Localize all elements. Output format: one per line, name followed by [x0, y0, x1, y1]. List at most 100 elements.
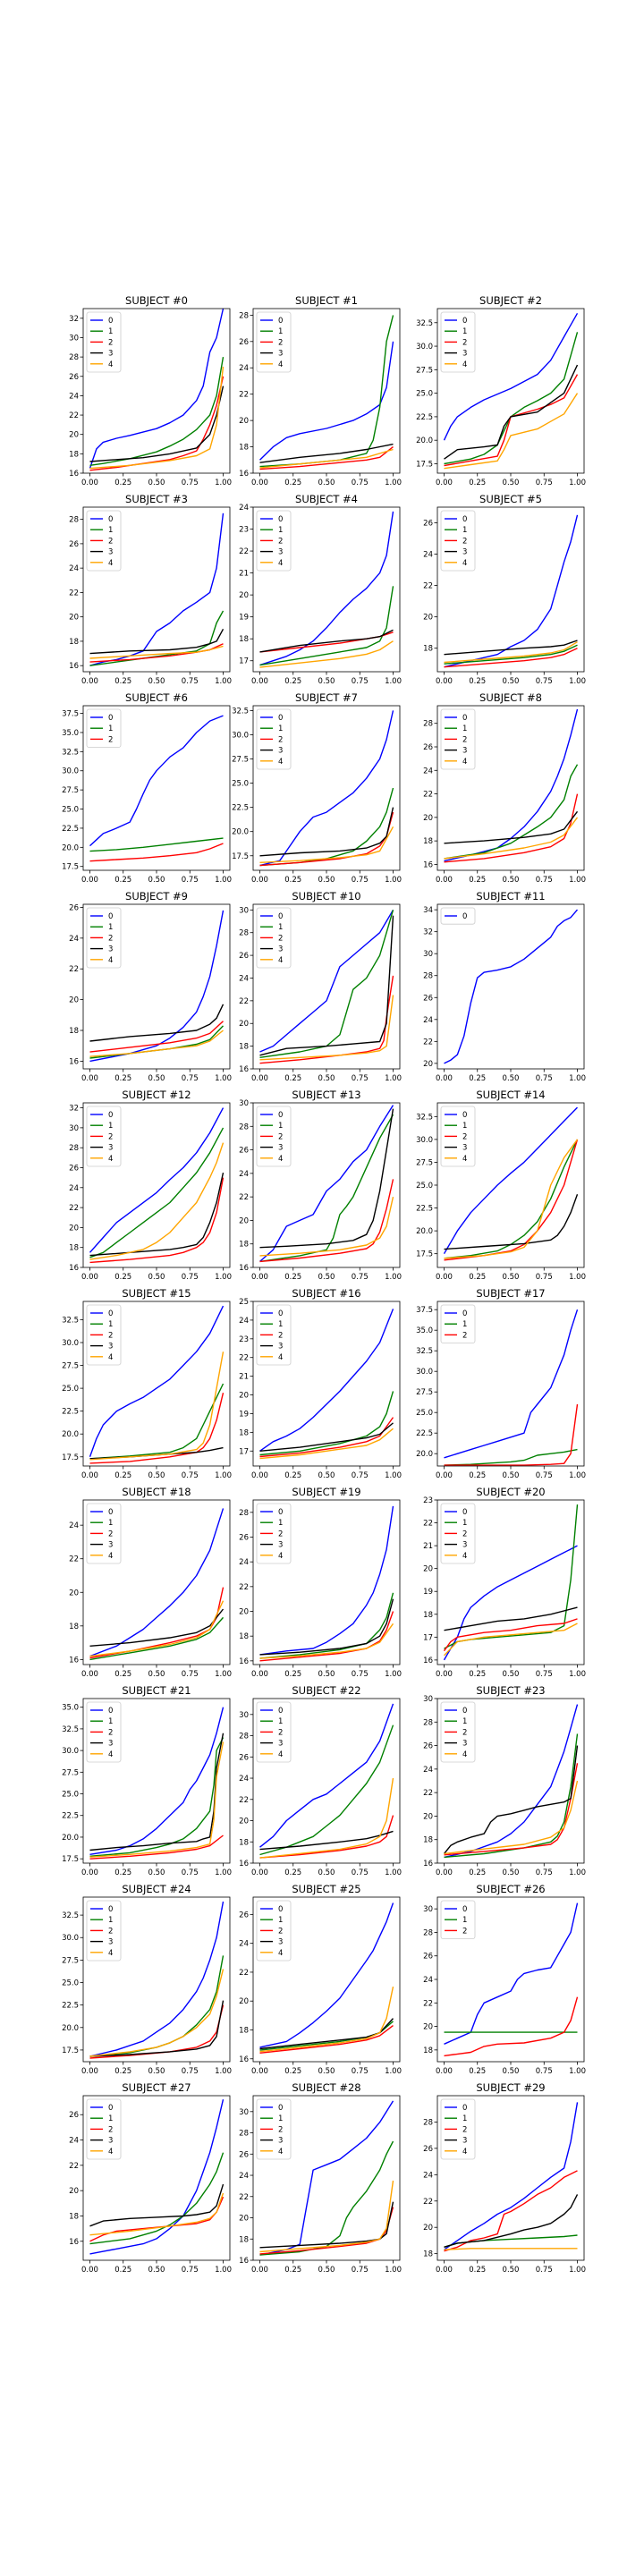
y-tick-label: 26: [423, 994, 433, 1003]
series-line-3: [443, 1745, 579, 1854]
legend-label-2: 2: [462, 1331, 467, 1340]
y-tick-label: 20.0: [416, 436, 433, 445]
legend-label-4: 4: [462, 1552, 467, 1561]
axes-frame: [252, 1698, 401, 1864]
y-tick-label: 18: [423, 1836, 433, 1845]
legend-label-0: 0: [108, 714, 113, 723]
x-tick-label: 0.50: [318, 1471, 335, 1480]
legend-label-0: 0: [462, 714, 467, 723]
x-tick-label: 0.50: [148, 1273, 165, 1282]
x-tick-label: 1.00: [215, 876, 232, 885]
y-tick-label: 26: [69, 373, 79, 382]
y-tick-label: 18: [423, 2046, 433, 2055]
y-tick-label: 20: [423, 1565, 433, 1574]
series-line-3: [259, 443, 394, 463]
x-tick-label: 1.00: [385, 2266, 402, 2275]
y-tick-label: 34: [423, 906, 433, 915]
series-line-4: [89, 1600, 225, 1657]
legend-label-1: 1: [278, 526, 283, 535]
y-tick-label: 24: [239, 364, 249, 373]
x-tick-label: 0.50: [503, 677, 520, 686]
y-tick-label: 20: [69, 614, 79, 623]
series-line-0: [259, 1105, 394, 1262]
y-tick-label: 20.0: [62, 2024, 79, 2033]
y-tick-label: 28: [69, 353, 79, 362]
series-line-0: [444, 1309, 579, 1459]
y-tick-label: 25.0: [62, 806, 79, 815]
y-tick-label: 28: [423, 720, 433, 729]
series-line-4: [259, 1196, 394, 1257]
y-tick-label: 26: [69, 1164, 79, 1173]
x-tick-label: 0.25: [469, 677, 486, 686]
y-tick-label: 22.5: [416, 1429, 433, 1438]
x-tick-label: 0.25: [469, 1273, 486, 1282]
axes-frame: [82, 705, 231, 871]
y-tick-label: 24: [239, 974, 249, 983]
y-tick-label: 20.0: [416, 1450, 433, 1459]
legend-box: [86, 1304, 122, 1366]
subplot-title: SUBJECT #22: [292, 1684, 360, 1697]
x-tick-label: 1.00: [215, 479, 232, 487]
y-tick-label: 30.0: [416, 1136, 433, 1145]
axes-frame: [436, 903, 585, 1070]
legend-label-2: 2: [108, 1530, 113, 1538]
legend-label-3: 3: [108, 350, 113, 359]
legend-label-1: 1: [108, 1122, 113, 1131]
x-tick-label: 1.00: [385, 1670, 402, 1679]
series-line-1: [444, 1139, 579, 1259]
y-tick-label: 24: [239, 1170, 249, 1179]
legend-label-3: 3: [108, 945, 113, 954]
y-tick-label: 17.5: [62, 863, 79, 872]
y-tick-label: 18: [239, 1241, 249, 1250]
y-tick-label: 27.5: [416, 366, 433, 375]
x-tick-label: 0.25: [469, 2266, 486, 2275]
y-tick-label: 24: [69, 564, 79, 573]
series-line-0: [444, 909, 579, 1064]
y-tick-label: 18: [239, 2026, 249, 2035]
legend-label-3: 3: [462, 1541, 467, 1550]
series-line-4: [259, 448, 394, 469]
y-tick-label: 32.5: [62, 748, 79, 757]
y-tick-label: 18: [69, 1027, 79, 1036]
axes-frame: [82, 1102, 231, 1268]
legend-label-2: 2: [462, 1530, 467, 1538]
y-tick-label: 28: [423, 972, 433, 981]
x-tick-label: 0.00: [436, 2067, 453, 2076]
y-tick-label: 22.5: [62, 2002, 79, 2011]
x-tick-label: 0.50: [503, 1868, 520, 1877]
x-tick-label: 1.00: [385, 1273, 402, 1282]
legend-box: [440, 1900, 476, 1939]
series-line-4: [443, 1623, 578, 1657]
legend-label-3: 3: [108, 1740, 113, 1749]
legend-label-3: 3: [462, 747, 467, 756]
subplot-2: SUBJECT #20.00 0.25 0.50 0.75 1.0017.520.022…: [416, 294, 586, 487]
y-tick-label: 25.0: [232, 780, 249, 789]
legend-box: [440, 708, 476, 770]
series-line-1: [259, 586, 394, 666]
legend-label-1: 1: [278, 2114, 283, 2123]
series-line-1: [259, 1724, 394, 1856]
y-tick-label: 32: [69, 1105, 79, 1114]
legend-label-1: 1: [278, 1320, 283, 1329]
x-tick-label: 0.75: [352, 1868, 369, 1877]
subplot-8: SUBJECT #80.00 0.25 0.50 0.75 1.001618202224…: [423, 691, 586, 885]
x-tick-label: 0.50: [148, 1471, 165, 1480]
subplot-title: SUBJECT #7: [295, 691, 358, 704]
x-tick-label: 0.00: [251, 1670, 268, 1679]
x-tick-label: 1.00: [569, 1868, 586, 1877]
legend-label-2: 2: [462, 1927, 467, 1936]
x-tick-label: 0.25: [284, 1471, 301, 1480]
x-tick-label: 1.00: [215, 1868, 232, 1877]
series-line-3: [444, 2194, 579, 2248]
subplot-23: SUBJECT #230.00 0.25 0.50 0.75 1.00161820222…: [423, 1684, 586, 1877]
series-line-3: [259, 629, 394, 653]
axes-frame: [436, 1499, 585, 1665]
series-line-0: [89, 1707, 225, 1855]
y-tick-label: 20: [239, 1392, 249, 1401]
legend-label-3: 3: [108, 548, 113, 557]
axes-frame: [436, 308, 585, 474]
legend-label-0: 0: [278, 912, 283, 921]
